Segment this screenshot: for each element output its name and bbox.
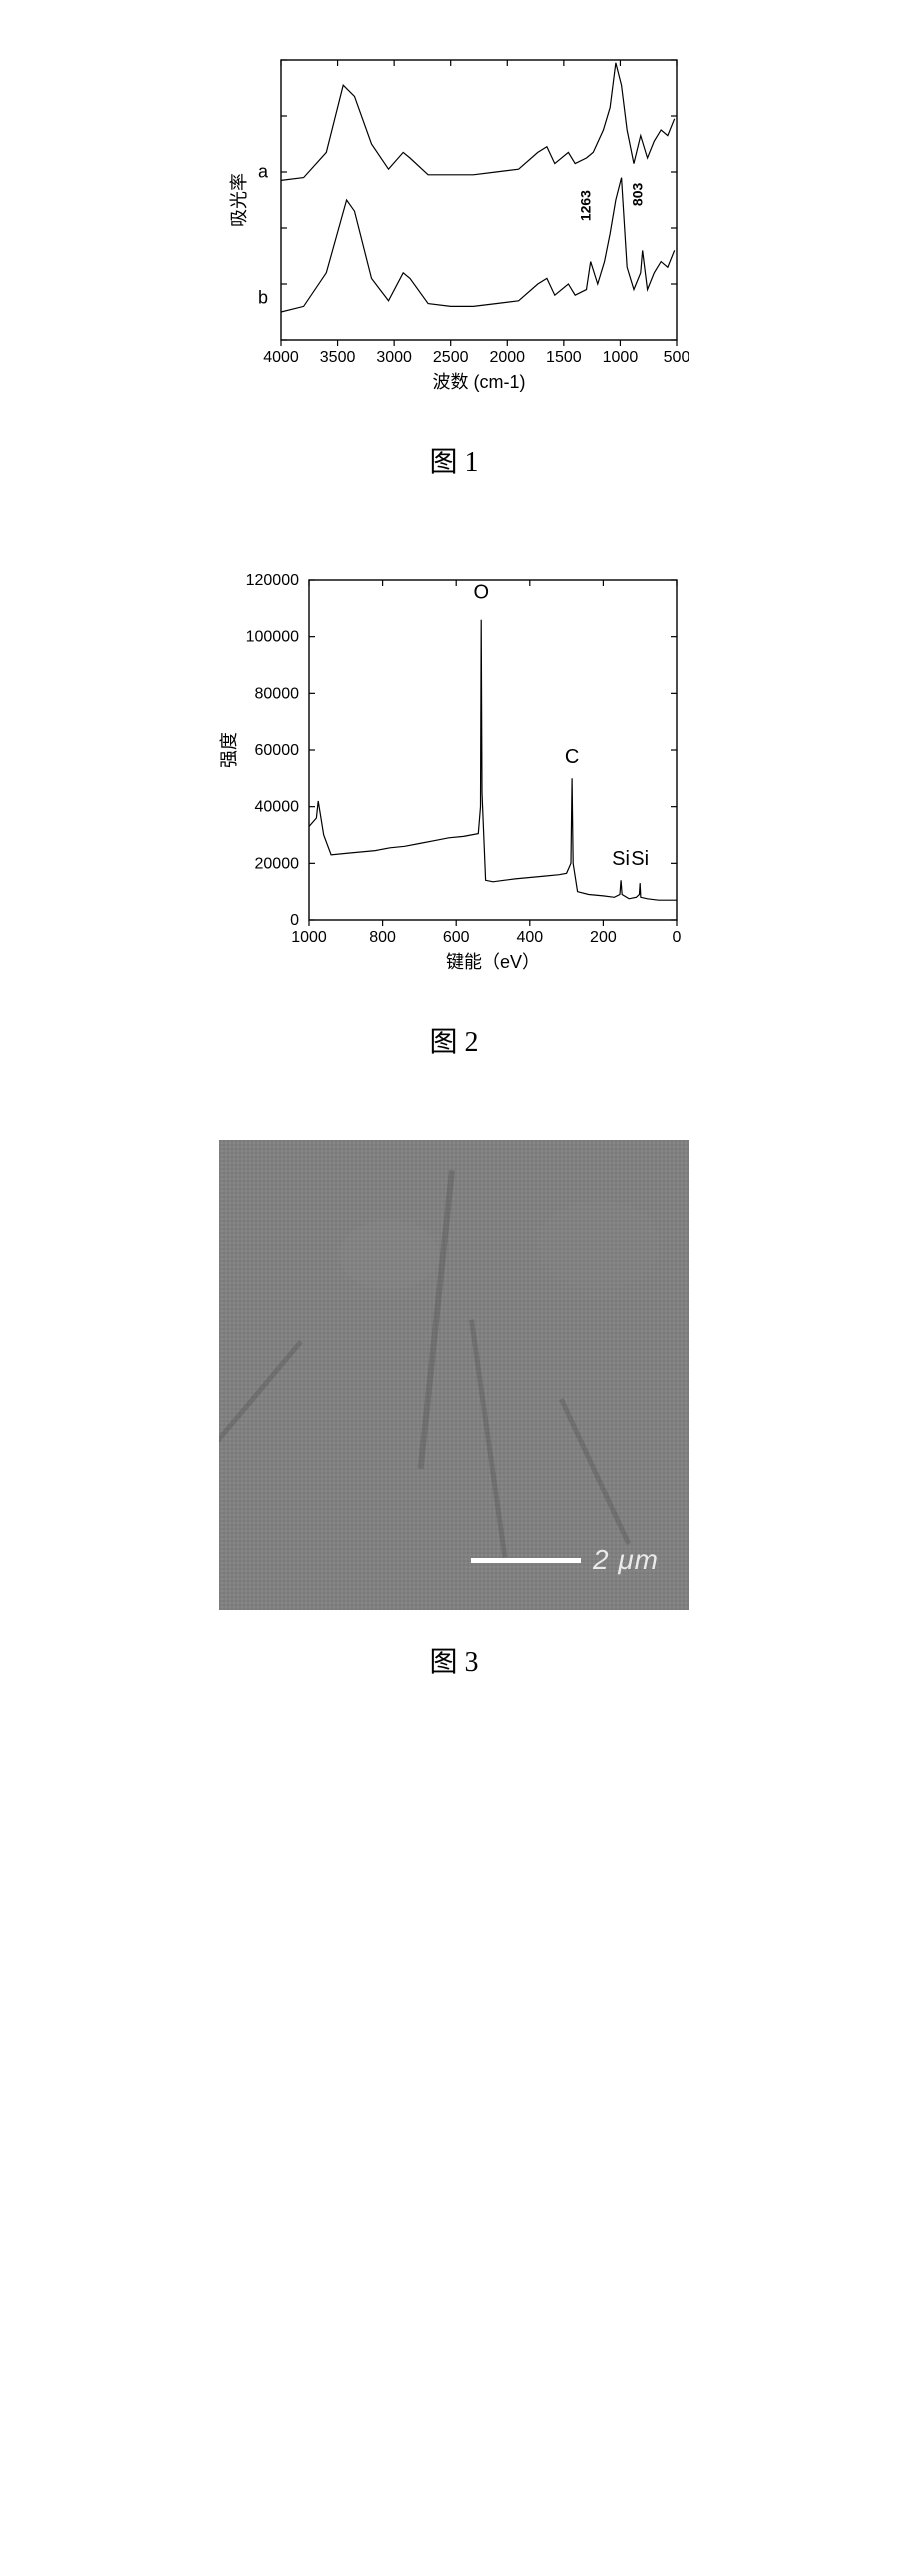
figure-3-block: 2 μm 图 3	[0, 1140, 908, 1680]
svg-text:O: O	[473, 582, 489, 604]
svg-text:40000: 40000	[255, 799, 300, 816]
svg-text:600: 600	[443, 929, 470, 946]
svg-text:Si: Si	[631, 848, 649, 870]
figure-1-caption: 图 1	[429, 440, 478, 480]
fig1-svg: 4000 3500 3000 2500 2000 1500 1000 500 a b 1263 803…	[219, 40, 689, 410]
figure-1-block: 4000 3500 3000 2500 2000 1500 1000 500 a b 1263 803…	[0, 40, 908, 480]
scalebar-label: 2 μm	[593, 1544, 659, 1576]
svg-text:a: a	[258, 162, 269, 182]
svg-text:3000: 3000	[376, 349, 412, 366]
svg-text:4000: 4000	[263, 349, 299, 366]
svg-text:2000: 2000	[489, 349, 525, 366]
svg-text:1000: 1000	[291, 929, 327, 946]
svg-text:波数 (cm-1): 波数 (cm-1)	[433, 372, 526, 392]
figure-1-chart: 4000 3500 3000 2500 2000 1500 1000 500 a b 1263 803…	[219, 40, 689, 410]
figure-3-image: 2 μm	[219, 1140, 689, 1610]
scalebar-line	[471, 1558, 581, 1563]
sem-feature	[539, 1200, 659, 1290]
svg-text:1000: 1000	[603, 349, 639, 366]
svg-text:3500: 3500	[320, 349, 356, 366]
svg-text:0: 0	[290, 912, 299, 929]
svg-text:1263: 1263	[578, 190, 594, 221]
figure-3-caption: 图 3	[429, 1640, 478, 1680]
svg-text:500: 500	[664, 349, 689, 366]
svg-text:强度: 强度	[219, 732, 239, 768]
svg-text:0: 0	[673, 929, 682, 946]
svg-text:1500: 1500	[546, 349, 582, 366]
svg-text:吸光率: 吸光率	[229, 173, 249, 227]
svg-text:100000: 100000	[246, 629, 299, 646]
svg-text:Si: Si	[612, 848, 630, 870]
svg-text:b: b	[258, 288, 268, 308]
svg-text:80000: 80000	[255, 685, 300, 702]
svg-text:20000: 20000	[255, 855, 300, 872]
svg-text:2500: 2500	[433, 349, 469, 366]
figure-2-caption: 图 2	[429, 1020, 478, 1060]
sem-feature	[339, 1220, 439, 1290]
fig2-svg: 1000800600400200002000040000600008000010…	[219, 560, 689, 990]
svg-text:60000: 60000	[255, 742, 300, 759]
svg-text:120000: 120000	[246, 572, 299, 589]
figure-2-block: 1000800600400200002000040000600008000010…	[0, 560, 908, 1060]
svg-text:800: 800	[369, 929, 396, 946]
svg-text:200: 200	[590, 929, 617, 946]
svg-text:键能（eV）: 键能（eV）	[446, 952, 540, 972]
svg-text:400: 400	[516, 929, 543, 946]
figure-2-chart: 1000800600400200002000040000600008000010…	[219, 560, 689, 990]
svg-text:803: 803	[630, 183, 646, 207]
svg-text:C: C	[565, 746, 579, 768]
scalebar-group: 2 μm	[471, 1544, 659, 1576]
